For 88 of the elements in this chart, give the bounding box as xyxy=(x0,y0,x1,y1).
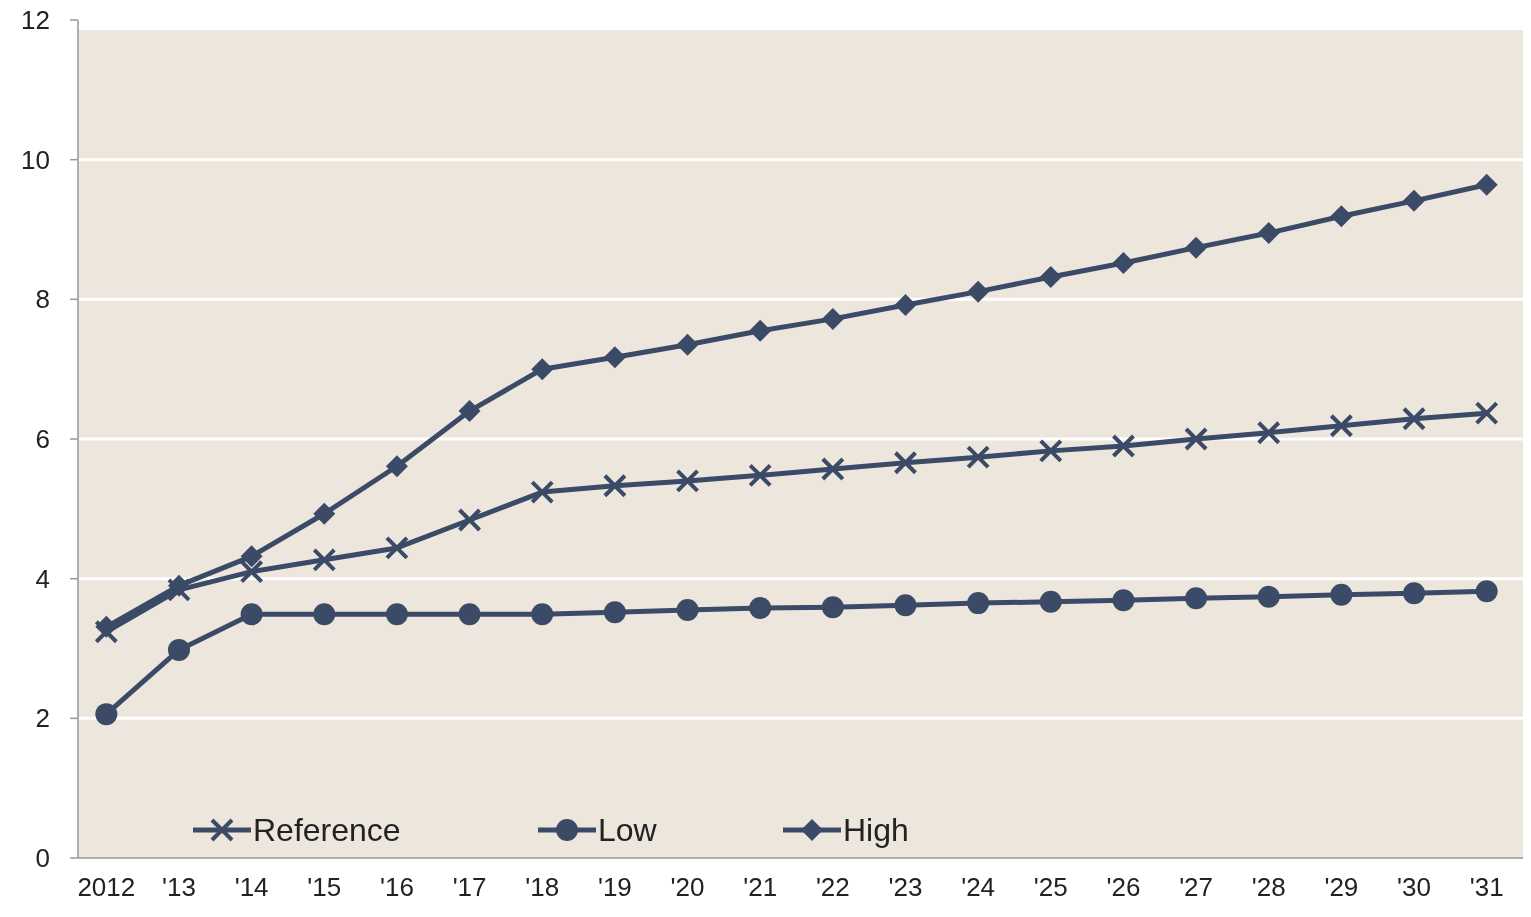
point xyxy=(1329,413,1354,438)
point xyxy=(1039,265,1062,288)
legend-label: Reference xyxy=(253,812,401,849)
point xyxy=(1039,590,1062,613)
point xyxy=(1256,420,1281,445)
point xyxy=(675,468,700,493)
point xyxy=(676,599,699,622)
point xyxy=(385,603,408,626)
x-tick-label: '16 xyxy=(379,872,414,902)
point xyxy=(94,619,119,644)
legend-label: High xyxy=(843,812,909,849)
point xyxy=(167,638,190,661)
point xyxy=(1403,582,1426,605)
point xyxy=(1185,587,1208,610)
point xyxy=(967,280,990,303)
x-tick-label: '31 xyxy=(1469,872,1504,902)
point xyxy=(1257,585,1280,608)
x-tick-label: '27 xyxy=(1179,872,1214,902)
point xyxy=(749,319,772,342)
point xyxy=(894,594,917,617)
point xyxy=(602,473,627,498)
point xyxy=(1403,189,1426,212)
legend-label: Low xyxy=(598,812,658,849)
point xyxy=(1111,433,1136,458)
x-tick-label: '29 xyxy=(1324,872,1359,902)
point xyxy=(1330,205,1353,228)
x-tick-label: '25 xyxy=(1033,872,1068,902)
point xyxy=(893,450,918,475)
point xyxy=(967,592,990,615)
x-tick-label: '14 xyxy=(234,872,269,902)
point xyxy=(313,603,336,626)
point xyxy=(748,463,773,488)
x-tick-label: '23 xyxy=(888,872,923,902)
x-tick-label: '17 xyxy=(452,872,487,902)
x-tick-label: '26 xyxy=(1106,872,1141,902)
y-tick-label: 4 xyxy=(35,563,50,594)
point xyxy=(385,455,408,478)
point xyxy=(530,480,555,505)
y-tick-label: 8 xyxy=(35,284,50,315)
x-tick-label: '30 xyxy=(1397,872,1431,902)
point xyxy=(894,293,917,316)
point xyxy=(457,508,482,533)
point xyxy=(239,559,264,584)
y-tick-label: 10 xyxy=(21,144,50,175)
y-tick-label: 12 xyxy=(21,5,50,36)
point xyxy=(531,358,554,381)
point xyxy=(1475,580,1498,603)
point xyxy=(1038,438,1063,463)
x-tick-label: '21 xyxy=(743,872,778,902)
point xyxy=(95,703,118,726)
point xyxy=(1112,252,1135,275)
point xyxy=(1185,236,1208,259)
point xyxy=(384,535,409,560)
point xyxy=(1474,401,1499,426)
point xyxy=(312,547,337,572)
x-tick-label: '20 xyxy=(670,872,705,902)
point xyxy=(749,597,772,619)
point xyxy=(1257,221,1280,244)
point xyxy=(1184,427,1209,451)
point xyxy=(676,333,699,356)
point xyxy=(1330,583,1353,606)
x-tick-label: '15 xyxy=(307,872,342,902)
point xyxy=(821,307,844,330)
point xyxy=(240,545,263,568)
x-tick-label: '19 xyxy=(597,872,632,902)
x-tick-label: '24 xyxy=(961,872,996,902)
point xyxy=(820,457,845,482)
point xyxy=(966,445,991,470)
y-tick-label: 2 xyxy=(35,703,50,734)
x-tick-label: '22 xyxy=(815,872,850,902)
point xyxy=(1112,589,1135,612)
y-tick-label: 6 xyxy=(35,424,50,455)
y-tick-label: 0 xyxy=(35,843,50,874)
x-tick-label: '18 xyxy=(525,872,560,902)
x-tick-label: '28 xyxy=(1251,872,1286,902)
point xyxy=(531,603,554,626)
point xyxy=(458,400,481,423)
point xyxy=(821,596,844,619)
point xyxy=(458,603,481,626)
point xyxy=(1402,406,1427,431)
point xyxy=(166,577,191,602)
point xyxy=(603,601,626,624)
x-tick-label: 2012 xyxy=(77,872,136,902)
point xyxy=(313,502,336,525)
point xyxy=(240,603,263,626)
point xyxy=(603,346,626,369)
point xyxy=(1475,173,1498,196)
x-tick-label: '13 xyxy=(162,872,196,902)
